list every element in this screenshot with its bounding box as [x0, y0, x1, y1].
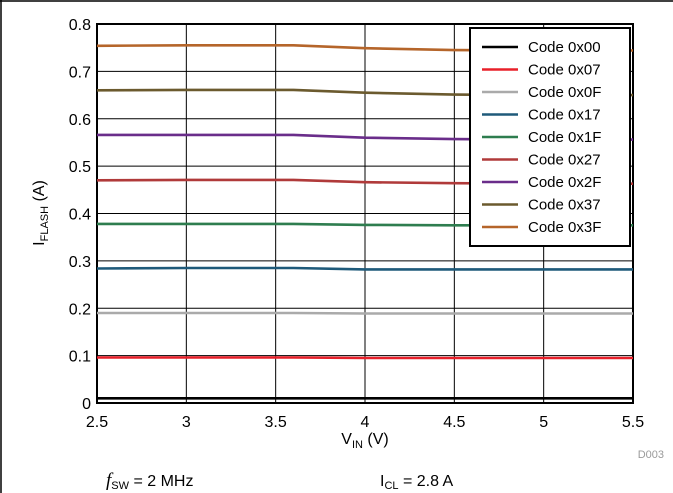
- x-tick-label: 4: [361, 414, 370, 431]
- legend-label: Code 0x0F: [528, 84, 601, 101]
- y-tick-labels: 0 0.1 0.2 0.3 0.4 0.5 0.6 0.7 0.8: [69, 17, 91, 413]
- x-tick-label: 2.5: [86, 414, 108, 431]
- x-axis-label: VIN (V): [341, 431, 388, 451]
- y-tick-label: 0.6: [69, 112, 91, 129]
- figure-code: D003: [638, 449, 664, 461]
- legend-label: Code 0x00: [528, 39, 601, 56]
- legend-label: Code 0x27: [528, 152, 601, 169]
- y-tick-label: 0.8: [69, 17, 91, 34]
- legend-label: Code 0x37: [528, 197, 601, 214]
- y-tick-label: 0.5: [69, 159, 91, 176]
- legend-label: Code 0x2F: [528, 174, 601, 191]
- footer-switching-frequency: fSW = 2 MHz: [106, 470, 193, 492]
- legend-label: Code 0x07: [528, 62, 601, 79]
- y-tick-label: 0.3: [69, 254, 91, 271]
- y-tick-label: 0.4: [69, 207, 91, 224]
- y-tick-label: 0.2: [69, 301, 91, 318]
- x-tick-label: 5.5: [622, 414, 644, 431]
- legend-box: [469, 27, 631, 247]
- legend-label: Code 0x17: [528, 107, 601, 124]
- footer-current-limit: ICL = 2.8 A: [380, 473, 454, 492]
- legend-label: Code 0x3F: [528, 219, 601, 236]
- x-tick-label: 4.5: [443, 414, 465, 431]
- series-line: [97, 311, 633, 315]
- y-tick-label: 0.1: [69, 349, 91, 366]
- legend: Code 0x00 Code 0x07 Code 0x0F Code 0x17 Code…: [469, 27, 631, 247]
- series-line: [97, 356, 633, 360]
- y-tick-label: 0: [82, 396, 91, 413]
- legend-label: Code 0x1F: [528, 129, 601, 146]
- y-tick-label: 0.7: [69, 64, 91, 81]
- series-line: [96, 266, 633, 271]
- x-tick-labels: 2.5 3 3.5 4 4.5 5 5.5: [86, 414, 644, 431]
- x-tick-label: 5: [539, 414, 548, 431]
- x-tick-label: 3.5: [265, 414, 287, 431]
- y-axis-label: IFLASH (A): [31, 180, 51, 246]
- x-tick-label: 3: [182, 414, 191, 431]
